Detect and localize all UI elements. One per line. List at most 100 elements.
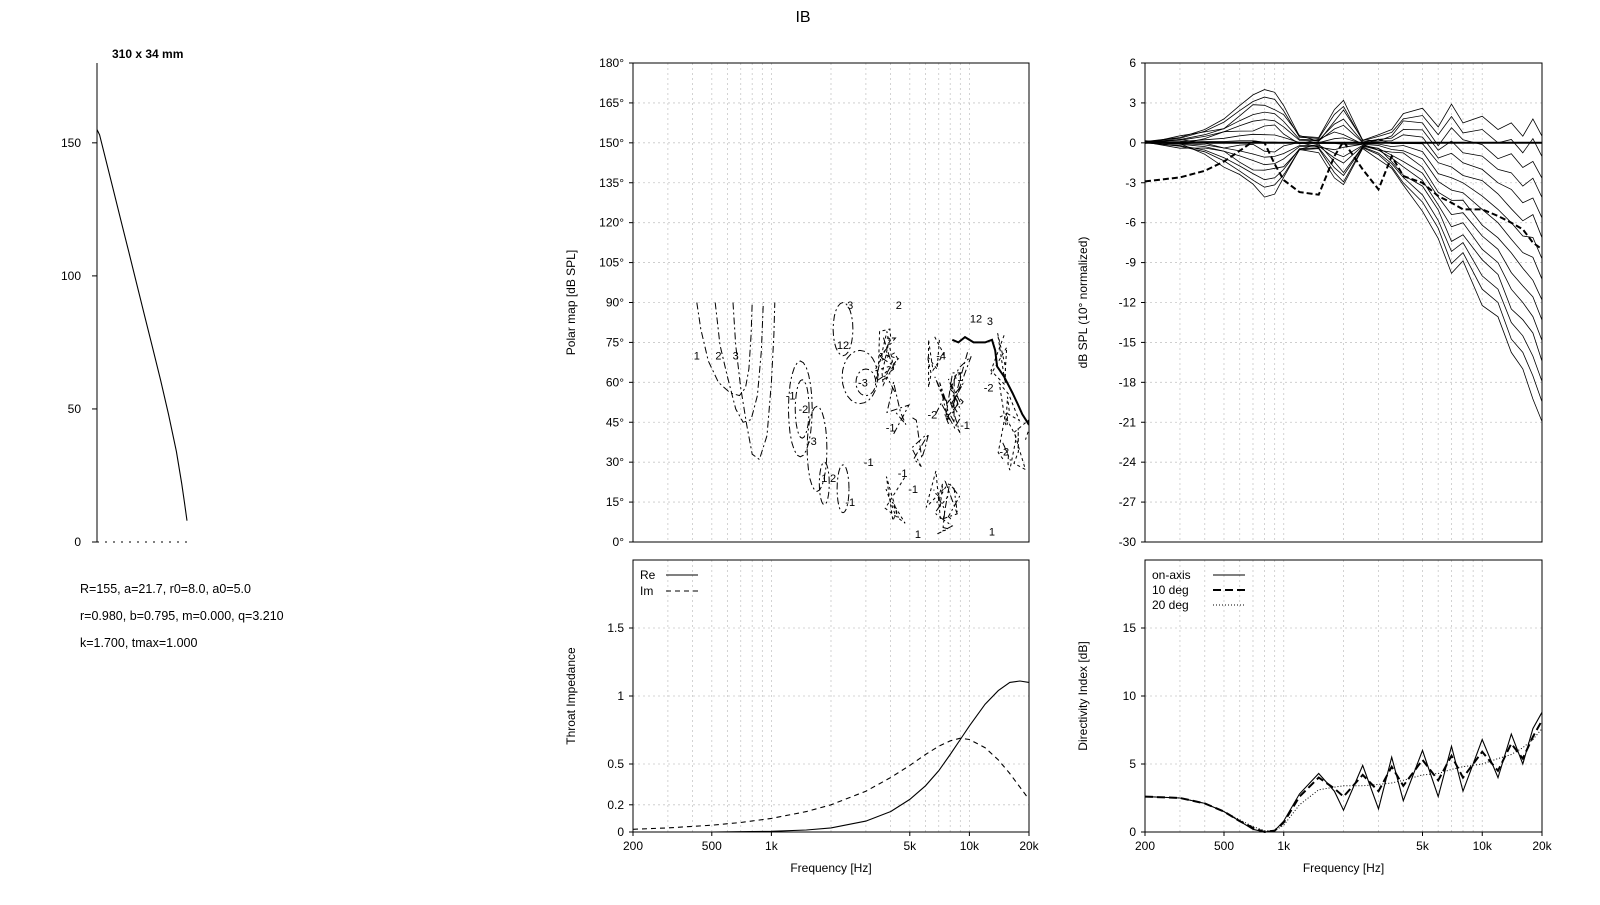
contour-label: 12	[970, 313, 982, 325]
polar-map-ytick-label: 105°	[599, 256, 624, 270]
contour-label: 12	[837, 340, 849, 352]
throat-impedance-xtick-label: 5k	[903, 839, 917, 853]
contour-oval-d	[818, 461, 830, 506]
contour-line-hf	[944, 372, 964, 422]
throat-impedance-xlabel: Frequency [Hz]	[790, 861, 871, 875]
directivity-10-deg-curve	[1144, 720, 1543, 834]
contour-label: -3	[807, 436, 817, 448]
response-curve	[1144, 141, 1543, 362]
param-line-3: k=1.700, tmax=1.000	[80, 636, 198, 650]
normalized-response-ytick-label: -15	[1119, 335, 1137, 349]
normalized-response-ytick-label: -21	[1119, 415, 1137, 429]
contour-line-hf	[876, 337, 897, 393]
contour-label: -1	[845, 497, 855, 509]
directivity-index-ytick-label: 10	[1123, 689, 1137, 703]
contour-line-hf	[997, 414, 1017, 471]
directivity-legend-label: 20 deg	[1152, 598, 1189, 612]
profile-parameters: R=155, a=21.7, r0=8.0, a0=5.0 r=0.980, b…	[80, 576, 284, 657]
directivity-index-xtick-label: 5k	[1416, 839, 1430, 853]
contour-label: 1	[821, 473, 827, 485]
contour-oval-c	[806, 405, 828, 492]
profile-ytick-label: 100	[61, 269, 81, 283]
directivity-index-xtick-label: 1k	[1277, 839, 1291, 853]
directivity-index-grid	[1144, 560, 1543, 832]
impedance-re-curve	[633, 680, 1030, 833]
normalized-response-ytick-label: 6	[1129, 56, 1136, 70]
throat-impedance-ytick-label: 1.5	[607, 621, 624, 635]
contour-label: -1	[786, 391, 796, 403]
normalized-response-grid	[1144, 63, 1543, 542]
polar-map-ytick-label: 180°	[599, 56, 624, 70]
profile-ytick-label: 150	[61, 136, 81, 150]
contour-oval-f	[841, 349, 879, 405]
contour-label: 2	[830, 473, 836, 485]
profile-curve	[96, 129, 188, 521]
contour-line-3	[732, 302, 776, 461]
response-curve	[1144, 96, 1543, 157]
polar-map-ytick-label: 60°	[606, 375, 624, 389]
directivity-index-xtick-label: 200	[1135, 839, 1155, 853]
contour-line-hf	[942, 480, 961, 520]
throat-impedance-ylabel: Throat Impedance	[564, 647, 578, 745]
contour-label: -1	[908, 484, 918, 496]
contour-line-hf	[998, 381, 1021, 426]
contour-label: 1	[694, 351, 700, 363]
response-curve	[1144, 142, 1543, 341]
contour-line-hf	[934, 376, 950, 424]
contour-label: 1	[915, 529, 921, 541]
normalized-response-ytick-label: -24	[1119, 455, 1137, 469]
normalized-response-ytick-label: -12	[1119, 296, 1137, 310]
contour-line-hf	[925, 470, 949, 522]
contour-label: -1	[898, 468, 908, 480]
polar-map-ytick-label: 165°	[599, 96, 624, 110]
param-line-1: R=155, a=21.7, r0=8.0, a0=5.0	[80, 582, 251, 596]
polar-map-ytick-label: 135°	[599, 176, 624, 190]
throat-impedance-xtick-label: 200	[623, 839, 643, 853]
throat-impedance-ytick-label: 0.5	[607, 757, 624, 771]
contour-line-hf	[884, 476, 906, 524]
normalized-response-ytick-label: -18	[1119, 375, 1137, 389]
contour-label: -2	[984, 383, 994, 395]
throat-impedance-xtick-label: 10k	[960, 839, 980, 853]
contour-label: -1	[886, 423, 896, 435]
throat-impedance-xtick-label: 20k	[1019, 839, 1039, 853]
contour-label: 3	[987, 316, 993, 328]
response-curve	[1144, 124, 1543, 238]
normalized-response-ytick-label: -27	[1119, 495, 1137, 509]
normalized-response-ytick-label: -30	[1119, 535, 1137, 549]
directivity-index-ytick-label: 0	[1129, 825, 1136, 839]
normalized-response-ytick-label: -3	[1125, 176, 1136, 190]
directivity-index-xlabel: Frequency [Hz]	[1303, 861, 1384, 875]
contour-line-hf	[877, 337, 900, 387]
normalized-response-ytick-label: 0	[1129, 136, 1136, 150]
polar-map-ytick-label: 150°	[599, 136, 624, 150]
contour-label: 1	[989, 526, 995, 538]
response-curve	[1144, 133, 1543, 259]
throat-impedance-ytick-label: 0.2	[607, 798, 624, 812]
response-dashed-curve	[1144, 139, 1543, 251]
contour-label: -2	[999, 447, 1009, 459]
directivity-index-ytick-label: 5	[1129, 757, 1136, 771]
throat-impedance-ytick-label: 1	[617, 689, 624, 703]
response-curve	[1144, 89, 1543, 142]
throat-impedance-grid	[632, 560, 1030, 832]
directivity-index-ylabel: Directivity Index [dB]	[1076, 641, 1090, 750]
response-curve	[1144, 142, 1543, 321]
polar-map-ytick-label: 45°	[606, 415, 624, 429]
profile-label: 310 x 34 mm	[112, 47, 183, 61]
contour-label: 3	[733, 351, 739, 363]
contour-oval-b	[794, 379, 810, 439]
directivity-index-ytick-label: 15	[1123, 621, 1137, 635]
polar-map-ytick-label: 75°	[606, 335, 624, 349]
contour-oval-e	[836, 464, 850, 514]
directivity-index-xtick-label: 20k	[1532, 839, 1552, 853]
contour-label: -4	[936, 351, 946, 363]
param-line-2: r=0.980, b=0.795, m=0.000, q=3.210	[80, 609, 284, 623]
profile-ytick-label: 50	[68, 402, 82, 416]
normalized-response-ytick-label: -6	[1125, 216, 1136, 230]
contour-label: -1	[960, 420, 970, 432]
throat-impedance-xtick-label: 500	[702, 839, 722, 853]
contour-line-hf	[911, 417, 930, 468]
contour-line-hf	[873, 328, 896, 380]
